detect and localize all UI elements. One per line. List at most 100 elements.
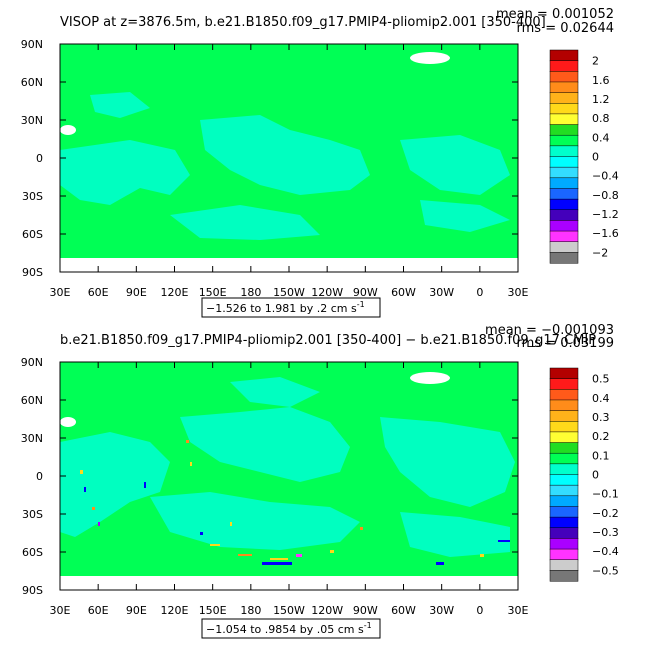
map-panel-difference: b.e21.B1850.f09_g17.PMIP4-pliomip2.001 [… xyxy=(0,322,647,647)
x-tick-label: 90E xyxy=(126,286,147,299)
colorbar-label: −0.1 xyxy=(592,488,619,501)
y-tick-label: 90S xyxy=(22,266,43,279)
colorbar-label: 1.6 xyxy=(592,74,610,87)
anomaly-patch xyxy=(180,407,350,482)
anomaly-speck xyxy=(296,554,302,557)
x-tick-label: 30E xyxy=(50,604,71,617)
contour-info-box xyxy=(201,618,381,639)
anomaly-speck xyxy=(436,562,444,565)
colorbar-label: 0 xyxy=(592,469,599,482)
colorbar-box xyxy=(549,452,579,465)
colorbar-box xyxy=(549,113,579,126)
x-tick-label: 180 xyxy=(240,286,261,299)
anomaly-patch xyxy=(420,200,510,232)
anomaly-speck xyxy=(190,462,192,466)
colorbar-label: −0.5 xyxy=(592,564,619,577)
anomaly-speck xyxy=(262,562,292,565)
colorbar-box xyxy=(549,166,579,179)
colorbar-box xyxy=(549,474,579,486)
colorbar-label: 0.2 xyxy=(592,430,610,443)
x-tick-label: 90E xyxy=(126,604,147,617)
colorbar-label: 0.5 xyxy=(592,373,610,386)
x-tick-label: 120W xyxy=(311,286,343,299)
x-tick-label: 60E xyxy=(88,286,109,299)
anomaly-speck xyxy=(270,558,288,560)
mean-label: mean = 0.001052 xyxy=(496,7,614,22)
colorbar-box xyxy=(549,145,579,158)
colorbar-box xyxy=(549,156,579,168)
anomaly-patch xyxy=(60,432,170,537)
contour-info-unit-exponent: -1 xyxy=(364,621,372,630)
colorbar-box xyxy=(549,516,579,529)
y-tick-label: 60S xyxy=(22,228,43,241)
colorbar-box xyxy=(549,559,579,571)
x-tick-label: 90W xyxy=(353,286,378,299)
anomaly-speck xyxy=(210,544,220,546)
colorbar-label: −0.3 xyxy=(592,526,619,539)
colorbar-box xyxy=(549,177,579,190)
colorbar-box xyxy=(549,60,579,72)
map-panel-visop: VISOP at z=3876.5m, b.e21.B1850.f09_g17.… xyxy=(0,0,647,320)
anomaly-speck xyxy=(84,487,86,492)
x-tick-label: 0 xyxy=(476,604,483,617)
colorbar-label: 1.2 xyxy=(592,93,610,106)
y-tick-label: 60N xyxy=(21,394,43,407)
colorbar-box xyxy=(549,198,579,211)
anomaly-patch xyxy=(200,115,370,195)
anomaly-speck xyxy=(144,482,146,488)
y-tick-label: 90S xyxy=(22,584,43,597)
rms-label: rms = 0.02644 xyxy=(517,21,614,36)
anomaly-patch xyxy=(400,512,510,557)
colorbar-box xyxy=(549,421,579,433)
colorbar-label: 0.4 xyxy=(592,131,610,144)
x-tick-label: 30W xyxy=(429,286,454,299)
x-tick-label: 30E xyxy=(508,604,529,617)
anomaly-speck xyxy=(480,554,484,557)
colorbar-box xyxy=(549,209,579,221)
chart-title: b.e21.B1850.f09_g17.PMIP4-pliomip2.001 [… xyxy=(60,333,596,348)
contour-info-text: −1.526 to 1.981 by .2 cm s-1 xyxy=(206,300,365,315)
x-tick-label: 150W xyxy=(273,604,305,617)
contour-info-main: −1.054 to .9854 by .05 cm s xyxy=(206,623,364,636)
anomaly-patch xyxy=(150,492,360,550)
anomaly-patch xyxy=(170,205,320,240)
colorbar-label: −0.8 xyxy=(592,189,619,202)
x-tick-label: 180 xyxy=(240,604,261,617)
contour-info-text: −1.054 to .9854 by .05 cm s-1 xyxy=(206,621,372,636)
anomaly-patch xyxy=(230,377,320,407)
y-tick-label: 30S xyxy=(22,508,43,521)
colorbar-box xyxy=(549,495,579,508)
colorbar-label: −0.4 xyxy=(592,170,619,183)
colorbar-box xyxy=(549,570,579,582)
anomaly-speck xyxy=(200,532,203,535)
anomaly-speck xyxy=(92,507,95,510)
x-tick-label: 90W xyxy=(353,604,378,617)
colorbar-box xyxy=(549,241,579,253)
anomaly-speck xyxy=(230,522,232,526)
anomaly-patch xyxy=(60,140,190,205)
x-tick-label: 60E xyxy=(88,604,109,617)
colorbar-box xyxy=(549,463,579,476)
colorbar-box xyxy=(549,442,579,454)
y-tick-label: 90N xyxy=(21,38,43,51)
y-tick-label: 30N xyxy=(21,432,43,445)
x-tick-label: 150W xyxy=(273,286,305,299)
anomaly-speck xyxy=(498,540,510,542)
y-tick-label: 30S xyxy=(22,190,43,203)
colorbar-box xyxy=(549,188,579,200)
anomaly-speck xyxy=(98,522,100,526)
colorbar-box xyxy=(549,230,579,243)
anomaly-speck xyxy=(238,554,252,556)
colorbar-label: −1.2 xyxy=(592,208,619,221)
colorbar-box xyxy=(549,527,579,539)
colorbar-label: 0.4 xyxy=(592,392,610,405)
colorbar-box xyxy=(549,81,579,94)
contour-info-main: −1.526 to 1.981 by .2 cm s xyxy=(206,302,357,315)
land-mask xyxy=(60,125,76,135)
colorbar-box xyxy=(549,103,579,115)
colorbar-label: 0.1 xyxy=(592,449,610,462)
colorbar-label: 0 xyxy=(592,151,599,164)
colorbar-box xyxy=(549,378,579,390)
x-tick-label: 120W xyxy=(311,604,343,617)
y-tick-label: 60S xyxy=(22,546,43,559)
